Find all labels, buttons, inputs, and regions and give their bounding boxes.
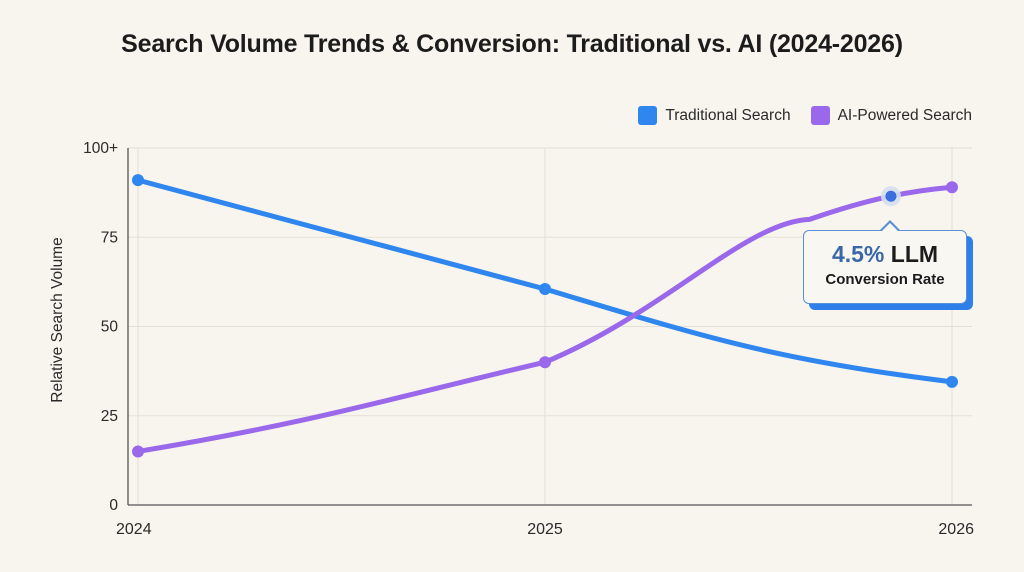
y-tick-label: 0 xyxy=(109,497,118,514)
callout-headline: 4.5% LLM xyxy=(804,241,966,268)
grid xyxy=(128,147,972,505)
axes xyxy=(127,148,972,506)
data-point-ai-2026 xyxy=(946,181,958,194)
data-point-ai-2024 xyxy=(132,445,144,458)
series-line-traditional xyxy=(135,177,955,385)
x-tick-label: 2026 xyxy=(938,521,974,538)
series-line-ai xyxy=(135,184,955,454)
callout-percent: 4.5% xyxy=(831,241,885,267)
legend-label-ai: AI-Powered Search xyxy=(837,106,972,124)
legend-item-traditional[interactable]: Traditional Search xyxy=(638,106,791,125)
callout-suffix: LLM xyxy=(884,241,939,267)
legend: Traditional Search AI-Powered Search xyxy=(618,106,972,125)
y-tick-label: 25 xyxy=(101,408,118,425)
legend-item-ai[interactable]: AI-Powered Search xyxy=(810,106,972,125)
annotation-point xyxy=(885,190,897,202)
data-point-traditional-2025 xyxy=(539,283,551,296)
conversion-callout: 4.5% LLM Conversion Rate xyxy=(803,220,967,304)
y-axis-label: Relative Search Volume xyxy=(49,237,66,402)
y-tick-labels: 0 25 50 75 100+ xyxy=(83,140,118,514)
y-tick-label: 100+ xyxy=(83,140,118,157)
legend-label-traditional: Traditional Search xyxy=(665,106,791,124)
y-tick-label: 50 xyxy=(101,319,119,336)
series-lines xyxy=(135,177,955,454)
legend-swatch-ai xyxy=(810,106,830,125)
x-tick-labels: 2024 2025 2026 xyxy=(116,521,974,538)
chart-title: Search Volume Trends & Conversion: Tradi… xyxy=(121,30,903,58)
data-point-ai-2025 xyxy=(539,356,551,369)
data-point-traditional-2026 xyxy=(946,375,958,388)
annotation-marker xyxy=(880,186,901,207)
data-point-traditional-2024 xyxy=(132,174,144,187)
series-markers xyxy=(132,174,958,458)
legend-swatch-traditional xyxy=(638,106,658,125)
x-tick-label: 2024 xyxy=(116,521,152,538)
y-tick-label: 75 xyxy=(101,229,118,246)
callout-subtitle: Conversion Rate xyxy=(825,271,945,288)
x-tick-label: 2025 xyxy=(527,521,563,538)
